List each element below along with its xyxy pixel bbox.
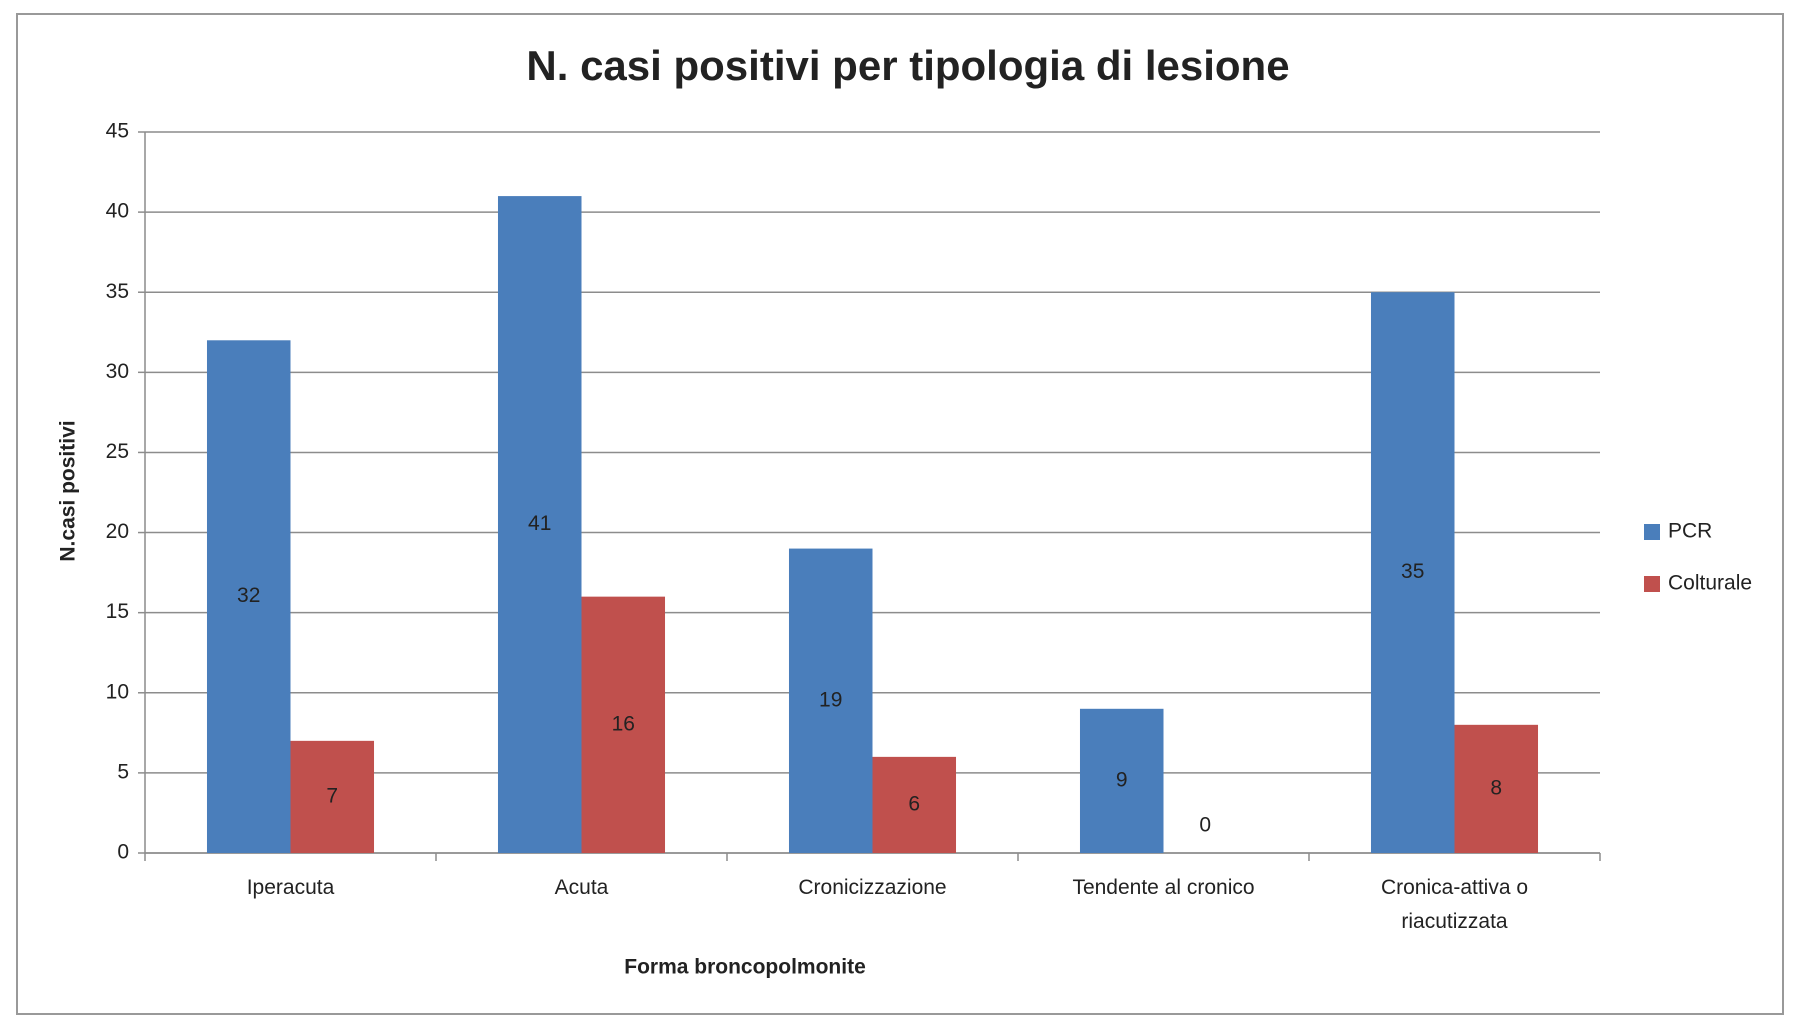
bar <box>290 740 375 853</box>
data-label: 35 <box>1401 560 1424 583</box>
chart-title: N. casi positivi per tipologia di lesion… <box>526 42 1289 89</box>
bar <box>206 340 291 853</box>
y-tick-label: 5 <box>117 760 129 783</box>
bar <box>1454 724 1539 853</box>
data-label: 9 <box>1116 768 1128 791</box>
y-tick-label: 30 <box>106 360 129 383</box>
x-axis-label: Forma broncopolmonite <box>624 956 866 979</box>
y-tick-label: 45 <box>106 120 129 143</box>
y-axis-label: N.casi positivi <box>57 420 80 561</box>
data-label: 6 <box>908 792 920 815</box>
x-tick-label: Iperacuta <box>246 876 335 899</box>
data-label: 16 <box>612 712 635 735</box>
data-label: 8 <box>1490 776 1502 799</box>
data-label: 0 <box>1199 814 1211 837</box>
y-tick-label: 25 <box>106 440 129 463</box>
x-tick-label: Acuta <box>554 876 609 899</box>
y-tick-label: 40 <box>106 200 129 223</box>
data-label: 19 <box>819 688 842 711</box>
y-tick-label: 20 <box>106 520 129 543</box>
data-label: 7 <box>326 784 338 807</box>
legend-swatch <box>1644 576 1660 592</box>
legend-label: Colturale <box>1668 572 1752 595</box>
x-tick-label: Cronicizzazione <box>798 876 947 899</box>
bar <box>1079 708 1164 853</box>
data-label: 41 <box>528 512 551 535</box>
legend-label: PCR <box>1668 520 1712 543</box>
bar <box>581 596 666 853</box>
x-tick-label: Cronica-attiva o riacutizzata <box>1380 876 1529 933</box>
y-tick-label: 15 <box>106 600 129 623</box>
y-tick-label: 10 <box>106 680 129 703</box>
legend-swatch <box>1644 524 1660 540</box>
y-tick-label: 0 <box>117 841 129 864</box>
bar <box>497 196 582 854</box>
y-tick-label: 35 <box>106 280 129 303</box>
bar <box>1370 292 1455 853</box>
bar <box>872 756 957 853</box>
x-tick-label: Tendente al cronico <box>1072 876 1255 899</box>
data-label: 32 <box>237 584 260 607</box>
bar <box>788 548 873 853</box>
